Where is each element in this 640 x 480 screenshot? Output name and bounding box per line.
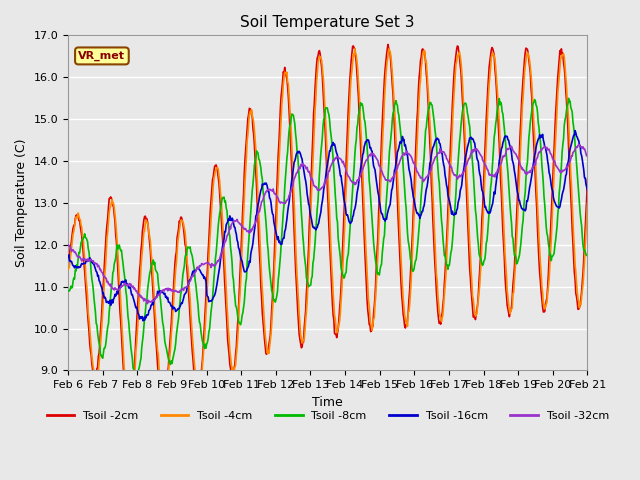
Tsoil -16cm xyxy=(572,128,579,133)
Tsoil -2cm xyxy=(208,187,216,193)
Tsoil -4cm xyxy=(351,46,358,52)
Tsoil -16cm xyxy=(140,318,147,324)
Tsoil -2cm xyxy=(74,212,81,217)
Tsoil -16cm xyxy=(127,288,134,294)
Tsoil -8cm xyxy=(131,375,139,381)
Line: Tsoil -2cm: Tsoil -2cm xyxy=(68,45,588,420)
Text: VR_met: VR_met xyxy=(79,51,125,61)
Tsoil -32cm xyxy=(584,153,591,158)
Tsoil -4cm xyxy=(125,409,133,415)
Tsoil -32cm xyxy=(127,281,134,287)
Tsoil -32cm xyxy=(575,142,583,147)
Legend: Tsoil -2cm, Tsoil -4cm, Tsoil -8cm, Tsoil -16cm, Tsoil -32cm: Tsoil -2cm, Tsoil -4cm, Tsoil -8cm, Tsoi… xyxy=(42,406,613,425)
Tsoil -16cm xyxy=(584,187,591,193)
Tsoil -32cm xyxy=(392,170,399,176)
Tsoil -16cm xyxy=(208,298,216,303)
Tsoil -4cm xyxy=(64,267,72,273)
Tsoil -2cm xyxy=(128,397,136,403)
Tsoil -4cm xyxy=(584,201,591,206)
Tsoil -8cm xyxy=(64,288,72,294)
Tsoil -32cm xyxy=(64,242,72,248)
Tsoil -2cm xyxy=(392,160,400,166)
Tsoil -16cm xyxy=(406,173,414,179)
Line: Tsoil -4cm: Tsoil -4cm xyxy=(68,49,588,412)
Tsoil -2cm xyxy=(384,42,392,48)
Tsoil -32cm xyxy=(180,285,188,290)
Tsoil -4cm xyxy=(128,404,136,409)
Tsoil -2cm xyxy=(407,257,415,263)
Tsoil -2cm xyxy=(125,417,132,423)
Tsoil -8cm xyxy=(392,101,399,107)
Tsoil -4cm xyxy=(74,213,81,219)
Tsoil -16cm xyxy=(64,254,72,260)
Tsoil -16cm xyxy=(74,265,81,271)
Tsoil -8cm xyxy=(74,263,81,269)
Tsoil -2cm xyxy=(180,233,188,239)
Line: Tsoil -8cm: Tsoil -8cm xyxy=(68,98,588,378)
Tsoil -8cm xyxy=(208,303,216,309)
Tsoil -8cm xyxy=(564,96,572,101)
Y-axis label: Soil Temperature (C): Soil Temperature (C) xyxy=(15,139,28,267)
Tsoil -32cm xyxy=(406,153,414,158)
Tsoil -2cm xyxy=(584,176,591,182)
X-axis label: Time: Time xyxy=(312,396,343,408)
Tsoil -8cm xyxy=(127,345,134,350)
Tsoil -16cm xyxy=(180,292,188,298)
Tsoil -2cm xyxy=(64,263,72,269)
Line: Tsoil -16cm: Tsoil -16cm xyxy=(68,131,588,321)
Tsoil -32cm xyxy=(208,261,216,266)
Tsoil -4cm xyxy=(180,226,188,231)
Tsoil -8cm xyxy=(180,263,188,269)
Tsoil -4cm xyxy=(392,136,400,142)
Title: Soil Temperature Set 3: Soil Temperature Set 3 xyxy=(241,15,415,30)
Tsoil -8cm xyxy=(584,252,591,258)
Tsoil -8cm xyxy=(406,256,414,262)
Tsoil -4cm xyxy=(407,278,415,284)
Tsoil -32cm xyxy=(74,254,81,260)
Line: Tsoil -32cm: Tsoil -32cm xyxy=(68,144,588,304)
Tsoil -4cm xyxy=(208,204,216,210)
Tsoil -32cm xyxy=(143,301,151,307)
Tsoil -16cm xyxy=(392,166,399,171)
